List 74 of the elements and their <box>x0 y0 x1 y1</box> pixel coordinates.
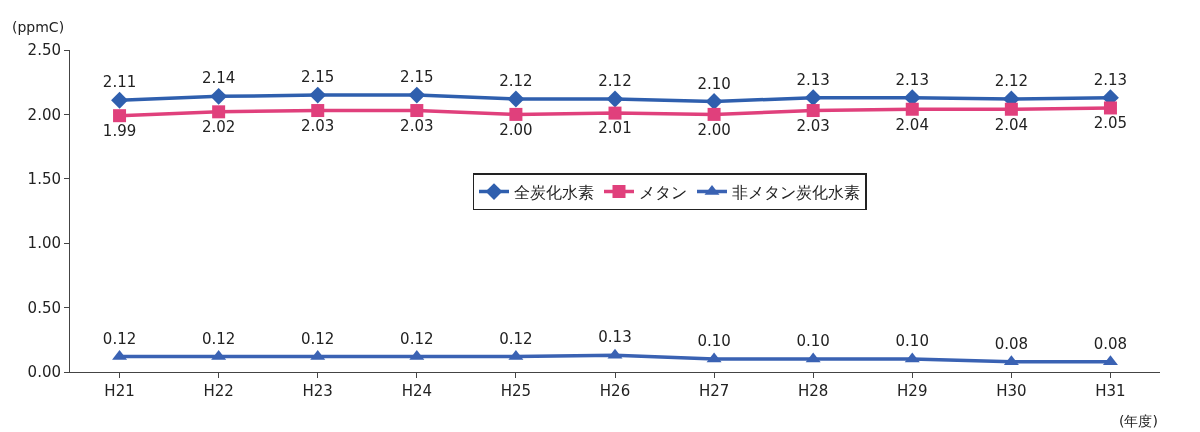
x-tick-label: H30 <box>996 382 1027 400</box>
data-label: 0.10 <box>796 332 830 351</box>
data-label: 0.12 <box>102 329 137 348</box>
y-tick-label: 1.50 <box>27 170 61 189</box>
data-label: 0.13 <box>598 328 632 347</box>
data-label: 0.12 <box>400 329 434 348</box>
data-label: 0.10 <box>895 332 929 351</box>
point <box>1004 102 1018 116</box>
data-label: 0.10 <box>697 332 731 351</box>
y-tick-label: 1.00 <box>27 234 61 253</box>
data-label: 2.05 <box>1093 114 1128 133</box>
data-label: 2.13 <box>895 70 929 89</box>
data-label: 2.00 <box>499 120 533 139</box>
data-label: 2.12 <box>499 72 533 91</box>
x-tick-label: H24 <box>401 382 433 400</box>
point <box>507 90 525 108</box>
x-tick-label: H23 <box>302 382 333 400</box>
point <box>210 87 228 105</box>
y-tick-label: 2.00 <box>27 105 61 124</box>
point <box>1103 101 1117 115</box>
data-label: 2.11 <box>102 73 137 92</box>
point <box>212 105 226 119</box>
x-tick-label: H29 <box>897 382 928 400</box>
data-label: 2.03 <box>400 116 434 135</box>
x-tick-label: H31 <box>1095 382 1126 400</box>
legend-label: 全炭化水素 <box>514 182 594 202</box>
point <box>311 104 325 118</box>
legend-label: 非メタン炭化水素 <box>732 182 860 202</box>
point <box>705 93 723 110</box>
point <box>408 86 426 104</box>
data-label: 2.12 <box>598 72 632 91</box>
data-label: 2.04 <box>895 115 929 134</box>
point <box>509 107 523 121</box>
data-label: 2.04 <box>994 115 1029 134</box>
data-label: 0.12 <box>301 329 335 348</box>
point <box>113 109 127 123</box>
y-tick-label: 0.00 <box>27 363 61 382</box>
x-tick-label: H28 <box>797 382 829 400</box>
data-label: 2.01 <box>598 119 632 138</box>
point <box>608 106 622 120</box>
point <box>309 86 327 104</box>
point <box>905 102 919 116</box>
point <box>804 89 822 107</box>
x-tick-label: H22 <box>203 382 234 400</box>
data-label: 2.00 <box>697 120 731 139</box>
point <box>707 107 721 121</box>
data-label: 2.14 <box>201 69 236 88</box>
point <box>111 91 128 109</box>
data-label: 1.99 <box>102 122 137 141</box>
y-tick-label: 0.50 <box>27 298 61 317</box>
data-label: 2.03 <box>796 116 830 135</box>
legend-label: メタン <box>639 182 687 202</box>
x-tick-label: H26 <box>599 382 631 400</box>
x-axis-title: (年度) <box>1119 413 1158 429</box>
x-tick-label: H27 <box>698 382 730 400</box>
data-label: 2.13 <box>796 70 830 89</box>
data-label: 0.08 <box>1093 334 1128 353</box>
data-label: 0.12 <box>499 329 533 348</box>
data-label: 2.15 <box>301 68 335 87</box>
y-axis-title: (ppmC) <box>12 19 65 35</box>
point <box>806 104 820 118</box>
data-label: 2.02 <box>201 118 236 137</box>
x-tick-label: H21 <box>104 382 135 400</box>
x-tick-label: H25 <box>500 382 532 400</box>
data-label: 2.15 <box>400 68 434 87</box>
data-label: 2.10 <box>697 74 731 93</box>
data-label: 0.12 <box>201 329 236 348</box>
data-label: 2.12 <box>994 72 1029 91</box>
point <box>410 104 424 118</box>
data-label: 0.08 <box>994 334 1029 353</box>
data-label: 2.13 <box>1093 70 1128 89</box>
point <box>606 90 624 108</box>
y-tick-label: 2.50 <box>27 41 61 60</box>
data-label: 2.03 <box>301 116 335 135</box>
